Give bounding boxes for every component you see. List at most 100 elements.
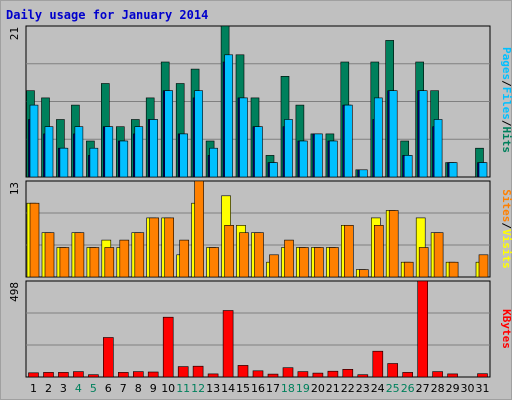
kbytes-bar bbox=[297, 371, 309, 378]
day-label: 30 bbox=[461, 382, 475, 395]
kbytes-bar bbox=[222, 310, 234, 378]
files-bar bbox=[104, 126, 114, 178]
sites-bar bbox=[478, 254, 489, 278]
files-bar bbox=[478, 162, 488, 178]
sites-bar bbox=[373, 225, 384, 278]
legend-entry: / bbox=[500, 80, 512, 87]
kbytes-bar bbox=[58, 372, 69, 378]
kbytes-bar bbox=[88, 374, 99, 378]
kbytes-bar bbox=[118, 372, 129, 378]
sites-bar bbox=[269, 254, 279, 278]
day-label: 16 bbox=[251, 382, 265, 395]
sites-bar bbox=[149, 217, 159, 278]
sites-bar bbox=[239, 232, 249, 278]
day-label: 28 bbox=[431, 382, 445, 395]
files-bar bbox=[433, 119, 443, 178]
legend-entry: Sites bbox=[500, 189, 512, 222]
sites-bar bbox=[448, 261, 459, 278]
files-bar bbox=[89, 147, 99, 178]
files-bar bbox=[239, 97, 248, 178]
files-bar bbox=[388, 90, 398, 178]
files-bar bbox=[358, 169, 368, 178]
day-label: 9 bbox=[150, 382, 157, 395]
files-bar bbox=[284, 119, 293, 178]
day-label: 4 bbox=[75, 382, 82, 395]
files-bar bbox=[59, 147, 69, 178]
day-label: 19 bbox=[296, 382, 310, 395]
sites-bar bbox=[314, 247, 324, 278]
kbytes-bar bbox=[28, 372, 39, 378]
legend-entry: / bbox=[500, 222, 512, 229]
day-label: 18 bbox=[281, 382, 295, 395]
sites-bar bbox=[343, 225, 354, 278]
legend-kbytes: KBytes bbox=[500, 309, 512, 349]
kbytes-bar bbox=[237, 365, 249, 378]
day-label: 12 bbox=[191, 382, 205, 395]
kbytes-bar bbox=[387, 363, 399, 378]
day-label: 17 bbox=[266, 382, 280, 395]
legend-entry: Pages bbox=[500, 47, 512, 80]
legend-visits-sites: Sites/Visits bbox=[500, 189, 512, 269]
sites-bar bbox=[119, 239, 130, 278]
files-bar bbox=[224, 54, 233, 178]
sites-bar bbox=[74, 232, 85, 278]
files-bar bbox=[448, 162, 458, 178]
day-label: 2 bbox=[45, 382, 52, 395]
files-bar bbox=[209, 147, 218, 178]
files-bar bbox=[343, 104, 353, 178]
sites-bar bbox=[433, 232, 444, 278]
y-max-label-visits-sites: 13 bbox=[8, 182, 21, 195]
day-label: 14 bbox=[221, 382, 235, 395]
sites-bar bbox=[224, 225, 234, 278]
files-bar bbox=[299, 140, 308, 178]
sites-bar bbox=[59, 247, 70, 278]
files-bar bbox=[254, 126, 263, 178]
day-label: 11 bbox=[176, 382, 190, 395]
sites-bar bbox=[403, 261, 414, 278]
day-label: 27 bbox=[416, 382, 430, 395]
kbytes-bar bbox=[267, 373, 279, 378]
kbytes-bar bbox=[207, 373, 219, 378]
day-label: 6 bbox=[105, 382, 112, 395]
sites-bar bbox=[179, 239, 189, 278]
day-label: 7 bbox=[120, 382, 127, 395]
kbytes-bar bbox=[103, 337, 114, 378]
kbytes-bar bbox=[342, 368, 354, 378]
files-bar bbox=[119, 140, 129, 178]
day-label: 13 bbox=[206, 382, 220, 395]
legend-entry: KBytes bbox=[500, 309, 512, 349]
kbytes-bar bbox=[282, 367, 294, 378]
kbytes-bar bbox=[312, 372, 324, 378]
day-label: 15 bbox=[236, 382, 250, 395]
files-bar bbox=[373, 97, 383, 178]
sites-bar bbox=[284, 239, 294, 278]
day-label: 29 bbox=[446, 382, 460, 395]
day-label: 3 bbox=[60, 382, 67, 395]
kbytes-bar bbox=[252, 370, 264, 378]
y-max-label-kbytes: 498 bbox=[8, 282, 21, 302]
kbytes-bar bbox=[327, 370, 339, 378]
day-label: 25 bbox=[386, 382, 400, 395]
sites-bar bbox=[164, 217, 174, 278]
sites-bar bbox=[299, 247, 309, 278]
legend-entry: / bbox=[500, 120, 512, 127]
files-bar bbox=[74, 126, 84, 178]
sites-bar bbox=[44, 232, 55, 278]
files-bar bbox=[194, 90, 203, 178]
kbytes-bar bbox=[43, 372, 54, 378]
files-bar bbox=[403, 155, 413, 178]
y-max-label-hits-files-pages: 21 bbox=[8, 27, 21, 40]
files-bar bbox=[44, 126, 54, 178]
day-label: 10 bbox=[161, 382, 175, 395]
day-label: 21 bbox=[326, 382, 340, 395]
files-bar bbox=[134, 126, 144, 178]
kbytes-bar bbox=[477, 373, 488, 378]
sites-bar bbox=[388, 210, 399, 278]
kbytes-bar bbox=[432, 371, 443, 378]
kbytes-bar bbox=[177, 366, 189, 378]
sites-bar bbox=[194, 180, 204, 278]
kbytes-bar bbox=[447, 373, 458, 378]
day-label: 23 bbox=[356, 382, 370, 395]
day-label: 20 bbox=[311, 382, 325, 395]
